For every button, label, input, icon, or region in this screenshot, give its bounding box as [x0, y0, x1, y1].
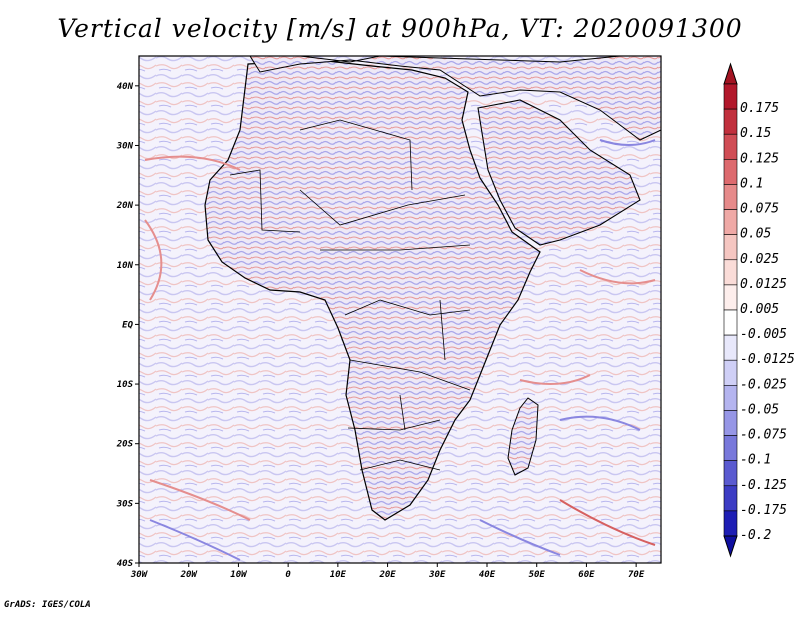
- lat-tick-label: 40N: [117, 82, 134, 92]
- arabia-landmass: [477, 99, 641, 246]
- colorbar-level-label: 0.15: [740, 126, 771, 141]
- colorbar: 0.175 0.15 0.125 0.1 0.075 0.05 0.025 0.0125 0.0…: [723, 62, 795, 558]
- colorbar-swatch: [723, 359, 738, 386]
- colorbar-top-arrow: [723, 62, 738, 85]
- field-streaks: [144, 139, 656, 561]
- lon-tick-label: 40E: [479, 570, 496, 580]
- colorbar-level-label: -0.125: [740, 478, 787, 493]
- colorbar-level-label: -0.025: [740, 377, 787, 392]
- country-borders: [229, 119, 471, 471]
- latitude-axis: 40N 30N 20N 10N EQ 10S 20S 30S 40S: [116, 82, 139, 569]
- colorbar-level-label: 0.025: [740, 252, 779, 267]
- colorbar-swatch: [723, 259, 738, 286]
- map-frame: [138, 55, 662, 564]
- madagascar-landmass: [507, 397, 539, 476]
- colorbar-swatch: [723, 108, 738, 135]
- colorbar-swatch: [723, 410, 738, 436]
- lon-tick-label: 10W: [230, 570, 248, 580]
- map-plot-area: [138, 55, 662, 564]
- colorbar-level-label: 0.125: [740, 151, 779, 166]
- colorbar-level-label: 0.1: [740, 176, 763, 191]
- colorbar-level-label: -0.1: [740, 453, 771, 468]
- colorbar-bottom-arrow: [723, 535, 738, 558]
- lat-tick-label: 10S: [117, 380, 134, 390]
- colorbar-level-label: 0.005: [740, 302, 779, 317]
- lat-tick-label: 20S: [116, 440, 134, 450]
- colorbar-level-label: 0.075: [740, 202, 779, 217]
- lat-tick-label: 20N: [116, 201, 134, 211]
- lon-tick-label: 70E: [628, 570, 645, 580]
- lon-tick-label: 0: [285, 570, 291, 580]
- colorbar-swatch: [723, 385, 738, 411]
- lon-tick-label: 20W: [180, 570, 199, 580]
- colorbar-swatch: [723, 510, 738, 537]
- colorbar-swatch: [723, 435, 738, 461]
- colorbar-level-label: -0.005: [740, 327, 787, 342]
- colorbar-level-label: 0.0125: [740, 277, 787, 292]
- colorbar-level-label: -0.075: [740, 428, 787, 443]
- colorbar-level-label: -0.175: [740, 503, 787, 518]
- colorbar-swatch: [723, 334, 738, 361]
- colorbar-swatch: [723, 133, 738, 160]
- colorbar-swatch: [723, 184, 738, 210]
- colorbar-swatch: [723, 83, 738, 110]
- credit-label: GrADS: IGES/COLA: [4, 600, 91, 610]
- colorbar-swatch: [723, 460, 738, 487]
- lat-tick-label: 30N: [116, 141, 134, 151]
- lon-tick-label: 30E: [428, 570, 446, 580]
- colorbar-swatch: [723, 209, 738, 235]
- colorbar-swatch: [723, 159, 738, 185]
- colorbar-level-label: 0.05: [740, 227, 771, 242]
- lat-tick-label: EQ: [122, 320, 133, 330]
- colorbar-level-label: 0.175: [740, 101, 779, 116]
- colorbar-swatch: [723, 485, 738, 512]
- colorbar-level-label: -0.0125: [740, 352, 795, 367]
- colorbar-swatch: [723, 234, 738, 261]
- chart-title: Vertical velocity [m/s] at 900hPa, VT: 2…: [57, 14, 743, 43]
- lat-tick-label: 10N: [117, 261, 134, 271]
- africa-landmass: [204, 59, 541, 521]
- lon-tick-label: 50E: [529, 570, 546, 580]
- lon-tick-label: 20E: [378, 570, 396, 580]
- eurasia-landmass: [249, 55, 662, 141]
- colorbar-level-label: -0.05: [740, 402, 779, 417]
- longitude-axis: 30W 20W 10W 0 10E 20E 30E 40E 50E 60E 70E: [130, 563, 645, 580]
- colorbar-swatch: [723, 284, 738, 311]
- colorbar-level-label: -0.2: [740, 528, 771, 543]
- lon-tick-label: 10E: [330, 570, 347, 580]
- lat-tick-label: 40S: [117, 559, 134, 569]
- lat-tick-label: 30S: [116, 499, 134, 509]
- lon-tick-label: 60E: [578, 570, 595, 580]
- lon-tick-label: 30W: [130, 570, 149, 580]
- colorbar-swatch: [723, 309, 738, 336]
